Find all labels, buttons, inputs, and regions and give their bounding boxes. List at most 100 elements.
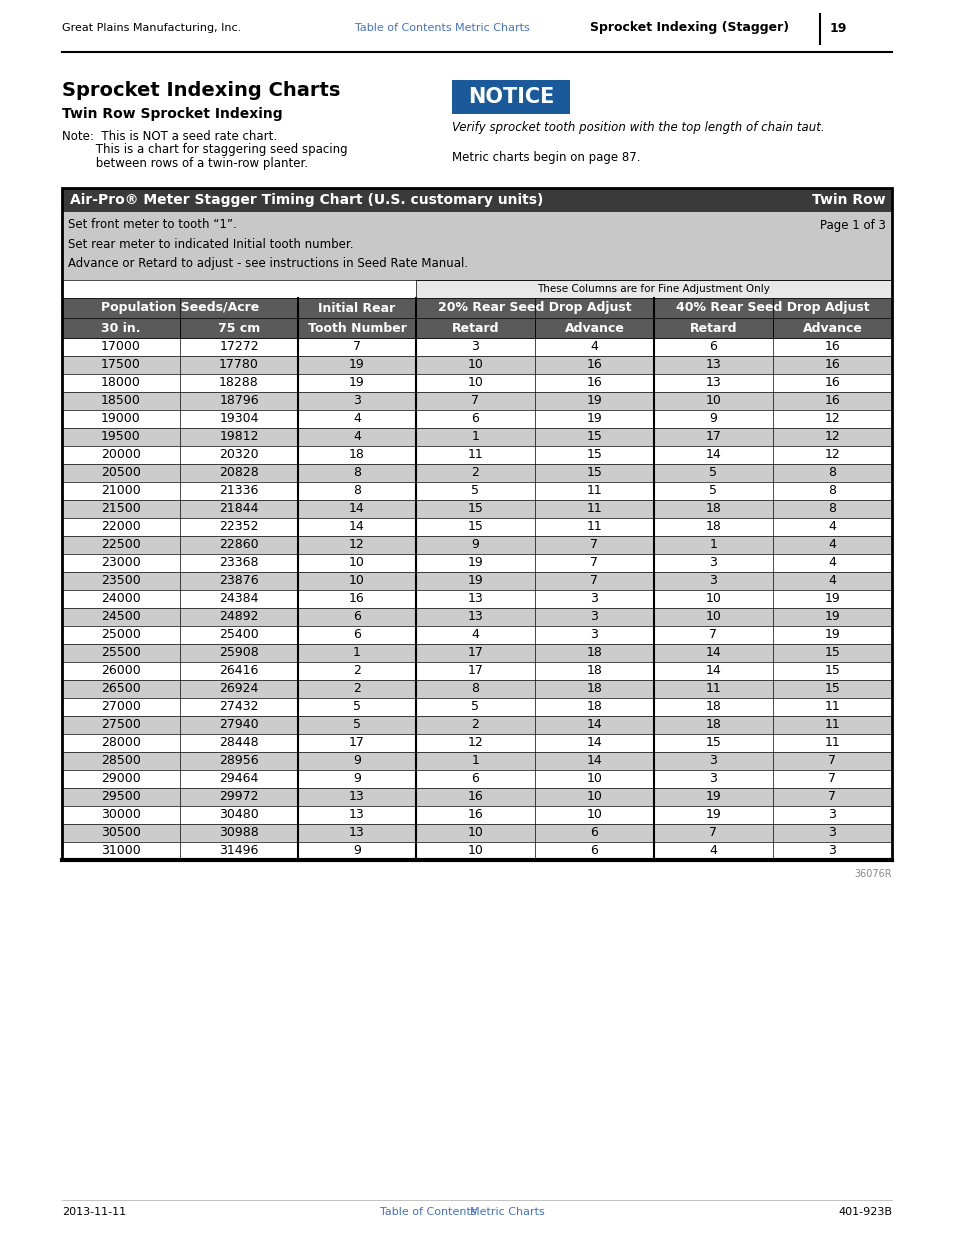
Text: 20828: 20828 <box>219 467 258 479</box>
Bar <box>180 374 297 391</box>
Text: 21336: 21336 <box>219 484 258 498</box>
Bar <box>654 555 772 572</box>
Bar <box>180 500 297 517</box>
Bar <box>654 842 772 860</box>
Text: 22352: 22352 <box>219 520 258 534</box>
Bar <box>62 608 180 626</box>
Text: 7: 7 <box>353 341 360 353</box>
Bar <box>416 410 535 429</box>
Text: 5: 5 <box>709 484 717 498</box>
Text: 1: 1 <box>353 646 360 659</box>
Text: 6: 6 <box>709 341 717 353</box>
Bar <box>416 788 535 806</box>
Text: 25400: 25400 <box>219 629 258 641</box>
Bar <box>535 536 654 555</box>
Text: 5: 5 <box>471 484 479 498</box>
Text: 17272: 17272 <box>219 341 258 353</box>
Text: 20500: 20500 <box>101 467 141 479</box>
Bar <box>62 626 180 643</box>
Bar <box>535 752 654 769</box>
Bar <box>772 769 891 788</box>
Text: 8: 8 <box>827 503 836 515</box>
Text: 17: 17 <box>349 736 365 750</box>
Bar <box>297 788 416 806</box>
Bar <box>416 806 535 824</box>
Text: 8: 8 <box>353 467 360 479</box>
Text: 28500: 28500 <box>101 755 141 767</box>
Text: 17: 17 <box>467 646 483 659</box>
Text: These Columns are for Fine Adjustment Only: These Columns are for Fine Adjustment On… <box>537 284 770 294</box>
Text: 7: 7 <box>709 629 717 641</box>
Bar <box>416 280 891 298</box>
Bar <box>772 410 891 429</box>
Text: 15: 15 <box>586 467 601 479</box>
Text: 19: 19 <box>467 574 483 588</box>
Text: 15: 15 <box>705 736 720 750</box>
Text: 10: 10 <box>467 845 483 857</box>
Text: 2: 2 <box>471 467 479 479</box>
Bar <box>180 356 297 374</box>
Bar <box>535 626 654 643</box>
Text: 14: 14 <box>586 736 601 750</box>
Text: 7: 7 <box>471 394 479 408</box>
Bar <box>180 590 297 608</box>
Text: 3: 3 <box>709 557 717 569</box>
Bar <box>62 464 180 482</box>
Bar <box>654 517 772 536</box>
Bar <box>535 572 654 590</box>
Bar <box>416 280 891 298</box>
Text: 16: 16 <box>349 593 364 605</box>
Text: 18: 18 <box>586 700 601 714</box>
Text: 3: 3 <box>590 629 598 641</box>
Text: 4: 4 <box>709 845 717 857</box>
Text: 9: 9 <box>353 773 360 785</box>
Bar <box>180 410 297 429</box>
Bar <box>297 482 416 500</box>
Bar <box>62 643 180 662</box>
Text: 18: 18 <box>705 503 720 515</box>
Bar <box>772 464 891 482</box>
Bar <box>297 555 416 572</box>
Text: 19: 19 <box>467 557 483 569</box>
Text: Initial Rear: Initial Rear <box>318 301 395 315</box>
Bar <box>180 716 297 734</box>
Text: 30 in.: 30 in. <box>101 321 141 335</box>
Text: 18: 18 <box>705 719 720 731</box>
Bar <box>654 482 772 500</box>
Text: 15: 15 <box>467 503 483 515</box>
Text: 16: 16 <box>467 790 483 804</box>
Bar <box>62 752 180 769</box>
Bar <box>772 662 891 680</box>
Text: 30988: 30988 <box>219 826 258 840</box>
Text: 22860: 22860 <box>219 538 258 552</box>
Text: 10: 10 <box>467 377 483 389</box>
Text: 26924: 26924 <box>219 683 258 695</box>
Text: 18288: 18288 <box>219 377 258 389</box>
Text: Population Seeds/Acre: Population Seeds/Acre <box>101 301 259 315</box>
Bar <box>535 590 654 608</box>
Bar <box>654 374 772 391</box>
Bar <box>772 356 891 374</box>
Text: 18: 18 <box>586 683 601 695</box>
Text: 7: 7 <box>590 538 598 552</box>
Bar <box>654 500 772 517</box>
Text: 8: 8 <box>353 484 360 498</box>
Bar <box>654 429 772 446</box>
Text: 24892: 24892 <box>219 610 258 624</box>
Text: Air-Pro® Meter Stagger Timing Chart (U.S. customary units): Air-Pro® Meter Stagger Timing Chart (U.S… <box>70 193 543 207</box>
Bar <box>535 788 654 806</box>
Text: 2: 2 <box>353 664 360 678</box>
Bar <box>416 374 535 391</box>
Text: 29000: 29000 <box>101 773 141 785</box>
Bar <box>297 806 416 824</box>
Bar <box>416 482 535 500</box>
Bar <box>654 769 772 788</box>
Text: Page 1 of 3: Page 1 of 3 <box>820 219 885 231</box>
Text: NOTICE: NOTICE <box>467 86 554 107</box>
Bar <box>772 626 891 643</box>
Text: 19: 19 <box>349 377 364 389</box>
Text: 16: 16 <box>823 394 840 408</box>
Text: 13: 13 <box>349 790 364 804</box>
Text: 15: 15 <box>823 683 840 695</box>
Text: This is a chart for staggering seed spacing: This is a chart for staggering seed spac… <box>62 143 347 157</box>
